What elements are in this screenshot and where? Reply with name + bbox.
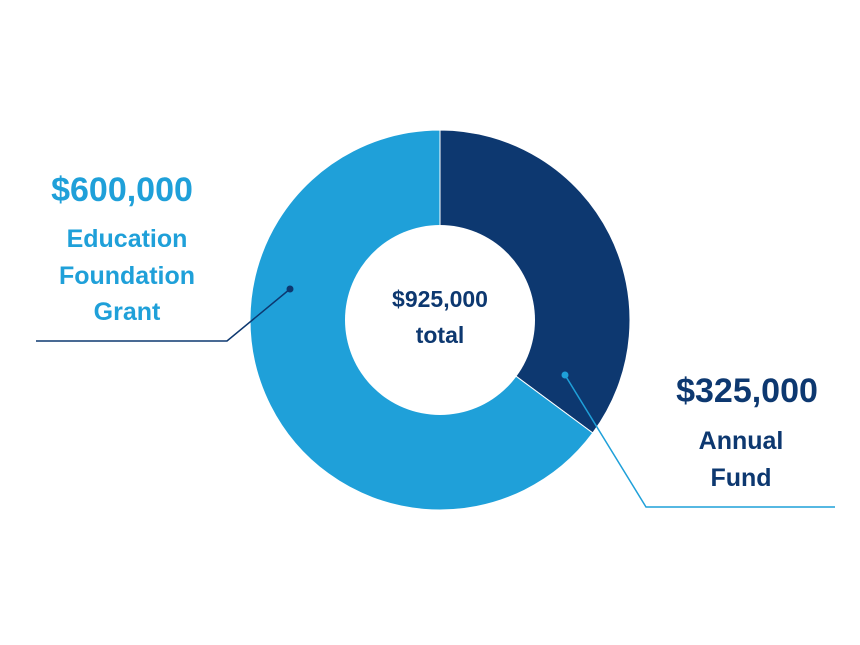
slice-label-education-line2: Foundation bbox=[59, 262, 195, 290]
slice-label-annual-line1: Annual bbox=[699, 427, 784, 455]
slice-label-annual-line2: Fund bbox=[710, 464, 771, 492]
slice-label-education-line3: Grant bbox=[94, 298, 161, 326]
slice-amount-education: $600,000 bbox=[51, 171, 193, 209]
center-total-text: total bbox=[416, 322, 465, 348]
leader-dot-annual bbox=[561, 371, 569, 379]
callout-annual-fund: $325,000 Annual Fund bbox=[561, 371, 835, 508]
donut-slice-annual-fund bbox=[439, 129, 631, 434]
callout-education-foundation-grant: $600,000 Education Foundation Grant bbox=[36, 171, 294, 342]
leader-dot-education bbox=[286, 285, 294, 293]
leader-line-annual bbox=[564, 374, 835, 508]
center-total-value: $925,000 bbox=[392, 286, 488, 312]
slice-label-education-line1: Education bbox=[67, 225, 188, 253]
leader-line-education bbox=[36, 288, 291, 342]
donut-center-hole bbox=[345, 225, 535, 415]
slice-amount-annual: $325,000 bbox=[676, 372, 818, 410]
